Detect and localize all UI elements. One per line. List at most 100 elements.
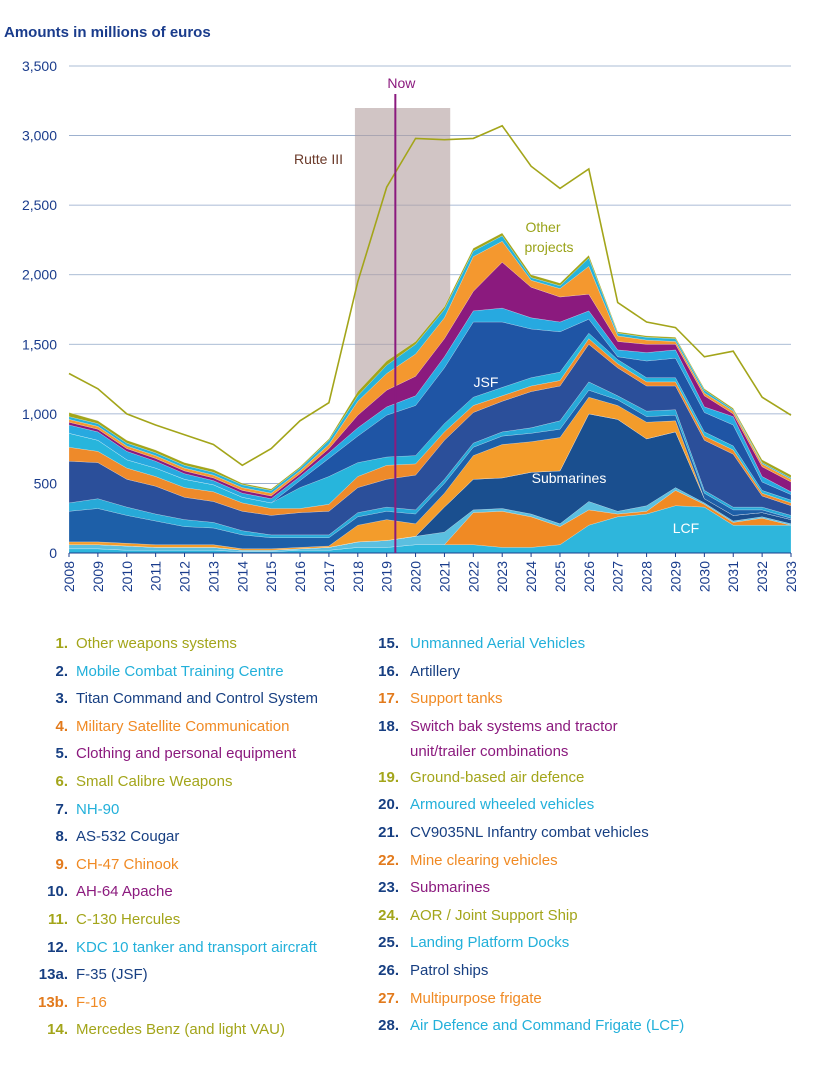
x-tick-label: 2014	[234, 561, 250, 592]
legend-item: 26. Patrol ships	[358, 957, 798, 985]
legend-item-number: 1.	[55, 635, 68, 652]
x-tick-label: 2033	[783, 561, 799, 592]
x-tick-label: 2028	[639, 561, 655, 592]
legend-item: 24. AOR / Joint Support Ship	[358, 902, 798, 930]
y-tick-label: 0	[49, 545, 57, 561]
legend-item-number: 20.	[378, 796, 399, 814]
legend-item-label: KDC 10 tanker and transport aircraft	[76, 934, 355, 962]
submarines-label: Submarines	[532, 470, 607, 486]
stacked-area-chart: Amounts in millions of euros 0 500 1,000 1,…	[4, 24, 799, 592]
legend-item-label-line: Military Satellite Communication	[76, 717, 290, 735]
legend-item-number: 27.	[378, 989, 399, 1007]
legend-item-label-line: C-130 Hercules	[76, 910, 181, 928]
y-tick-label: 1,000	[22, 406, 57, 422]
legend-item-label: Clothing and personal equipment	[76, 740, 355, 768]
legend-item: 21. CV9035NL Infantry combat vehicles	[358, 819, 798, 847]
legend-item: 20. Armoured wheeled vehicles	[358, 791, 798, 819]
legend-item-label: Unmanned Aerial Vehicles	[410, 630, 798, 658]
legend-item-label: Support tanks	[410, 685, 798, 713]
legend-item-label-line: NH-90	[76, 800, 120, 818]
legend-item-label: Mercedes Benz (and light VAU)	[76, 1016, 355, 1044]
legend-item-label-line: CH-47 Chinook	[76, 855, 179, 873]
other-projects-line	[68, 124, 792, 467]
jsf-label: JSF	[474, 374, 499, 390]
x-tick-label: 2015	[263, 561, 279, 592]
legend-item-label: Titan Command and Control System	[76, 685, 355, 713]
legend-item-label: C-130 Hercules	[76, 906, 355, 934]
x-tick-label: 2013	[205, 561, 221, 592]
legend-item: 19. Ground-based air defence	[358, 764, 798, 792]
legend-item: 3. Titan Command and Control System	[10, 685, 355, 713]
legend-item-label: Mobile Combat Training Centre	[76, 658, 355, 686]
legend-item-number: 16.	[378, 662, 399, 680]
legend-item-number: 7.	[55, 800, 68, 818]
legend-item-label: Air Defence and Command Frigate (LCF)	[410, 1012, 798, 1040]
legend-item-label-line: Unmanned Aerial Vehicles	[410, 635, 586, 652]
legend-item-number: 5.	[55, 745, 68, 763]
legend-item-number: 17.	[378, 690, 399, 708]
legend-item-number: 4.	[55, 717, 68, 735]
legend-item-label-line: AS-532 Cougar	[76, 828, 180, 846]
x-tick-label: 2020	[408, 561, 424, 592]
chart-title: Amounts in millions of euros	[4, 24, 211, 41]
y-tick-label: 2,000	[22, 267, 57, 283]
legend-item-label: Mine clearing vehicles	[410, 847, 798, 875]
legend-item-label: F-35 (JSF)	[76, 961, 355, 989]
legend-item-label-line: Artillery	[410, 662, 461, 680]
legend-item-label-line: AOR / Joint Support Ship	[410, 906, 578, 924]
legend-item: 12. KDC 10 tanker and transport aircraft	[10, 934, 355, 962]
x-tick-label: 2030	[696, 561, 712, 592]
legend-item-number: 22.	[378, 851, 399, 869]
x-tick-label: 2024	[523, 561, 539, 592]
y-tick-label: 3,000	[22, 128, 57, 144]
legend: 1. Other weapons systems 2. Mobile Combat T…	[0, 630, 830, 1070]
legend-item: 11. C-130 Hercules	[10, 906, 355, 934]
total-line	[68, 124, 792, 467]
legend-item: 23. Submarines	[358, 874, 798, 902]
x-tick-label: 2032	[754, 561, 770, 592]
x-tick-label: 2027	[610, 561, 626, 592]
x-tick-label: 2021	[436, 561, 452, 592]
legend-item-label-line: Mine clearing vehicles	[410, 851, 558, 869]
legend-column-left: 1. Other weapons systems 2. Mobile Combat T…	[10, 630, 355, 1044]
y-tick-label: 2,500	[22, 197, 57, 213]
legend-item-label-line: Mercedes Benz (and light VAU)	[76, 1021, 285, 1039]
legend-item-label: NH-90	[76, 796, 355, 824]
x-tick-label: 2010	[119, 561, 135, 592]
legend-item-number: 13a.	[38, 966, 68, 984]
legend-item-label-line: Air Defence and Command Frigate (LCF)	[410, 1017, 685, 1035]
x-tick-label: 2009	[90, 561, 106, 592]
legend-item-label: AS-532 Cougar	[76, 823, 355, 851]
legend-item-label-line: AH-64 Apache	[76, 883, 173, 901]
legend-item-label: AOR / Joint Support Ship	[410, 902, 798, 930]
x-tick-label: 2031	[725, 561, 741, 592]
area-series-other-projects-band	[68, 232, 792, 491]
legend-item-label-line: KDC 10 tanker and transport aircraft	[76, 938, 317, 956]
legend-item-label: Other weapons systems	[76, 630, 355, 658]
legend-item: 7. NH-90	[10, 796, 355, 824]
legend-item: 4. Military Satellite Communication	[10, 713, 355, 741]
legend-item-label: CV9035NL Infantry combat vehicles	[410, 819, 798, 847]
legend-item-label: Small Calibre Weapons	[76, 768, 355, 796]
legend-item-label: Ground-based air defence	[410, 764, 798, 792]
legend-item-label-line: Patrol ships	[410, 961, 489, 979]
legend-item-label-line: Submarines	[410, 879, 491, 897]
legend-item-label: Switch bak systems and tractor unit/trail…	[410, 713, 798, 764]
legend-item-number: 13b.	[37, 993, 68, 1011]
legend-item: 15. Unmanned Aerial Vehicles	[358, 630, 798, 658]
legend-item-number: 6.	[55, 772, 68, 790]
legend-item-label-line: F-35 (JSF)	[76, 966, 148, 984]
legend-item-label: F-16	[76, 989, 355, 1017]
legend-item-label: Landing Platform Docks	[410, 929, 798, 957]
legend-item-number: 23.	[378, 879, 399, 897]
legend-item: 9. CH-47 Chinook	[10, 851, 355, 879]
legend-item: 27. Multipurpose frigate	[358, 985, 798, 1013]
x-tick-label: 2012	[177, 561, 193, 592]
legend-item-number: 12.	[47, 938, 68, 956]
legend-item-number: 19.	[378, 768, 399, 786]
legend-item-label-line: Switch bak systems and tractor	[410, 717, 618, 735]
x-tick-label: 2019	[379, 561, 395, 592]
legend-item-number: 2.	[55, 662, 68, 680]
legend-item: 10. AH-64 Apache	[10, 878, 355, 906]
x-tick-label: 2011	[148, 561, 164, 591]
